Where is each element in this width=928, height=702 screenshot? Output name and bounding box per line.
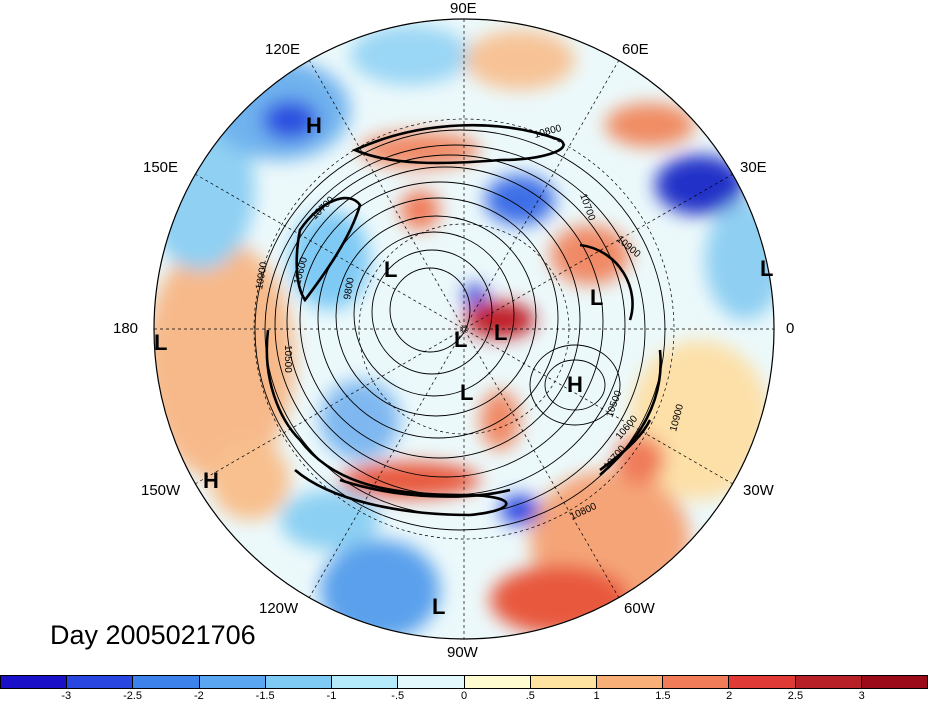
- day-label: Day 2005021706: [50, 620, 256, 650]
- graticule: [154, 19, 774, 639]
- lon-label-90e: 90E: [450, 0, 477, 17]
- low-pressure-marker: L: [432, 594, 446, 619]
- lon-label-120e: 120E: [265, 41, 301, 58]
- contour-label: 10500: [282, 345, 293, 373]
- color-bar-tick-label: -2.5: [123, 690, 143, 702]
- low-pressure-marker: L: [590, 285, 604, 310]
- color-bar-tick-label: -.5: [391, 690, 405, 702]
- color-bar-cell: [1, 676, 68, 688]
- color-bar-cell: [596, 676, 664, 688]
- color-bar-tick-label: 2.5: [787, 690, 804, 702]
- color-bar-tick-label: -2: [193, 690, 204, 702]
- high-pressure-marker: H: [203, 468, 219, 493]
- color-bar-cell: [265, 676, 333, 688]
- high-pressure-marker: H: [567, 372, 583, 397]
- lon-label-150w: 150W: [141, 482, 181, 499]
- color-bar-cell: [67, 676, 134, 688]
- color-bar-cell: [398, 676, 465, 688]
- color-bar: [0, 675, 928, 689]
- contour-label: 10900: [254, 261, 270, 291]
- lon-label-60w: 60W: [624, 600, 655, 617]
- lon-label-90w: 90W: [447, 644, 478, 661]
- low-pressure-marker: L: [384, 257, 398, 282]
- color-bar-cell: [795, 676, 862, 688]
- color-bar-tick-label: .5: [525, 690, 535, 702]
- lon-label-0: 0: [786, 320, 795, 337]
- lon-label-30w: 30W: [743, 482, 774, 499]
- low-pressure-marker: L: [154, 330, 168, 355]
- map-boundary: [153, 18, 775, 640]
- color-bar-cell: [729, 676, 796, 688]
- color-bar-cell: [464, 676, 531, 688]
- lon-label-150e: 150E: [143, 159, 179, 176]
- color-bar-cell: [199, 676, 266, 688]
- color-bar-tick-label: 1: [593, 690, 600, 702]
- color-bar-cell: [133, 676, 200, 688]
- high-pressure-marker: H: [306, 113, 322, 138]
- color-bar-tick-label: 2: [726, 690, 733, 702]
- jet-contours: [265, 123, 662, 517]
- color-bar-tick-label: 3: [858, 690, 865, 702]
- color-bar-tick-label: -3: [61, 690, 72, 702]
- polar-stereographic-map: 10800 10700 10900 10600 10500 10700 1080…: [153, 18, 775, 640]
- color-bar-tick-label: 0: [460, 690, 468, 702]
- low-pressure-marker: L: [460, 380, 474, 405]
- color-bar-cell: [861, 676, 928, 688]
- low-pressure-marker: L: [760, 256, 774, 281]
- contour-label: 9800: [342, 276, 357, 300]
- color-bar-tick-label: -1: [326, 690, 337, 702]
- color-bar-tick-label: 1.5: [655, 690, 671, 702]
- lon-label-180: 180: [113, 320, 139, 337]
- lon-label-60e: 60E: [622, 41, 649, 58]
- low-pressure-marker: L: [454, 327, 468, 352]
- color-bar-cell: [663, 676, 730, 688]
- lon-label-30e: 30E: [740, 159, 767, 176]
- color-bar-cell: [332, 676, 399, 688]
- color-bar-cell: [530, 676, 597, 688]
- color-bar-tick-label: -1.5: [255, 690, 275, 702]
- low-pressure-marker: L: [494, 320, 508, 345]
- lon-label-120w: 120W: [259, 600, 299, 617]
